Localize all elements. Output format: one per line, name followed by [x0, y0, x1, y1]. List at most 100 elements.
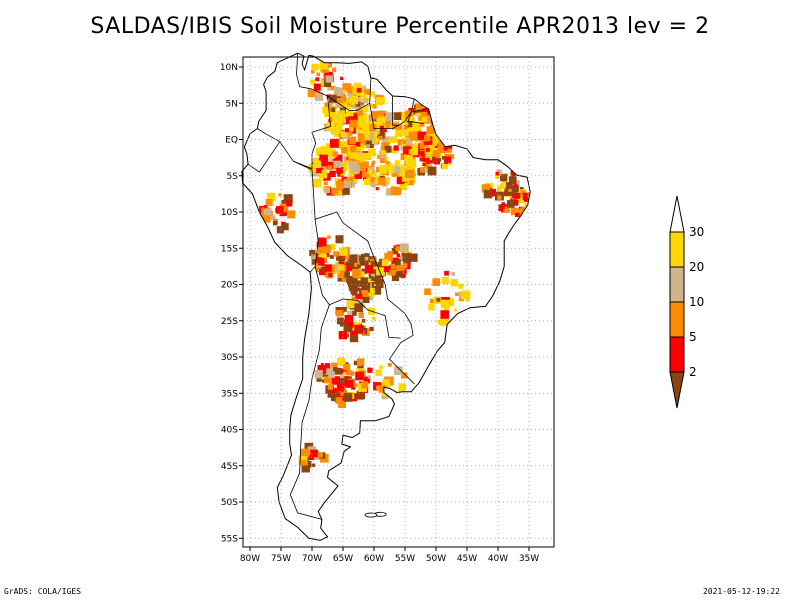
lon-tick-label: 65W [333, 554, 353, 564]
percentile-cell [311, 256, 316, 261]
percentile-cell [387, 167, 395, 174]
colorbar-label: 2 [689, 365, 697, 379]
percentile-cell [362, 98, 368, 104]
lat-tick-label: 10N [220, 63, 238, 73]
percentile-cell [336, 166, 344, 174]
lon-tick-label: 50W [426, 554, 446, 564]
percentile-cell [336, 310, 343, 317]
percentile-cell [405, 169, 415, 179]
percentile-cell [424, 288, 431, 295]
percentile-cell [450, 278, 459, 287]
percentile-cell [503, 206, 510, 213]
lat-tick-label: 40S [221, 426, 238, 436]
percentile-cell [379, 365, 383, 369]
percentile-cell [356, 106, 360, 110]
percentile-cell [369, 103, 373, 108]
percentile-cell [317, 237, 327, 247]
percentile-cell [342, 187, 350, 195]
percentile-cell [413, 127, 421, 136]
percentile-cell [381, 259, 389, 267]
percentile-cell [378, 136, 383, 141]
percentile-cell [283, 194, 293, 204]
percentile-cell [340, 368, 347, 374]
percentile-cell [358, 312, 362, 316]
percentile-cell [352, 88, 358, 94]
percentile-cell [334, 160, 342, 168]
percentile-cell [349, 333, 359, 343]
colorbar: 30 20 10 5 2 [669, 195, 704, 409]
percentile-cell [445, 146, 452, 153]
percentile-cell [387, 188, 394, 194]
percentile-cell [394, 259, 401, 266]
percentile-cell [515, 212, 520, 217]
percentile-cell [360, 139, 366, 146]
percentile-cell [336, 384, 345, 392]
percentile-cell [361, 104, 369, 113]
percentile-cell [375, 187, 379, 191]
percentile-cell [352, 268, 361, 278]
percentile-cell [426, 126, 435, 134]
percentile-cell [455, 292, 459, 296]
percentile-cell [337, 110, 345, 119]
percentile-cell [286, 200, 293, 207]
percentile-cell [349, 259, 357, 268]
percentile-cell [332, 151, 338, 157]
percentile-cell [382, 392, 387, 397]
percentile-cell [330, 362, 338, 370]
percentile-cell [361, 268, 368, 275]
percentile-cell [346, 370, 352, 376]
percentile-cell [412, 121, 421, 131]
percentile-cell [404, 263, 411, 270]
percentile-cell [347, 105, 352, 110]
percentile-cell [336, 181, 344, 189]
percentile-cell [377, 131, 385, 139]
percentile-cell [350, 371, 355, 376]
percentile-cell [345, 160, 349, 164]
percentile-cell [513, 184, 518, 188]
percentile-cell [355, 101, 361, 108]
percentile-cell [515, 209, 519, 213]
percentile-cell [370, 91, 376, 97]
percentile-cell [364, 378, 370, 384]
percentile-cell [350, 145, 357, 153]
percentile-cell [337, 357, 346, 366]
percentile-cell [520, 187, 524, 191]
percentile-cell [339, 378, 344, 383]
percentile-cell [354, 261, 360, 267]
percentile-cell [402, 140, 407, 144]
percentile-cell [351, 296, 356, 301]
percentile-cell [351, 164, 360, 174]
percentile-cell [361, 295, 370, 303]
lon-tick-label: 40W [488, 554, 508, 564]
country-border [257, 128, 280, 143]
percentile-cell [413, 142, 417, 146]
percentile-cell [424, 155, 430, 160]
percentile-cell [375, 166, 382, 173]
lat-tick-label: 35S [221, 389, 238, 399]
percentile-cell [315, 77, 320, 82]
lon-tick-label: 60W [364, 554, 384, 564]
percentile-cell [367, 168, 372, 174]
percentile-cell [357, 264, 361, 269]
percentile-cell [424, 163, 429, 168]
percentile-cell [328, 371, 335, 379]
footer-timestamp: 2021-05-12-19:22 [702, 587, 780, 596]
percentile-cell [363, 178, 371, 186]
percentile-cell [361, 290, 369, 297]
percentile-cell [356, 287, 360, 291]
colorbar-segment [669, 266, 685, 303]
lon-tick-label: 55W [395, 554, 415, 564]
percentile-cell [364, 88, 371, 95]
percentile-cell [510, 170, 516, 177]
percentile-cell [348, 132, 353, 136]
percentile-cell [446, 319, 452, 325]
percentile-cell [287, 210, 296, 219]
percentile-cell [375, 97, 384, 106]
percentile-cell [311, 69, 315, 74]
percentile-cell [355, 141, 361, 147]
percentile-cell [384, 252, 393, 262]
percentile-cell [327, 86, 332, 91]
percentile-cell [376, 275, 382, 281]
country-border [289, 266, 330, 520]
